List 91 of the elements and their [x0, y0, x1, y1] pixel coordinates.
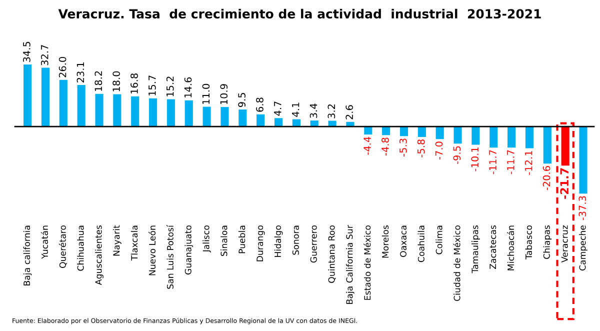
x-tick-label: Tamaulipas	[472, 225, 480, 274]
data-label: -9.5	[453, 146, 461, 164]
x-tick-label: Sonora	[292, 226, 299, 255]
data-label: 32.7	[40, 45, 48, 66]
x-tick-label: Yucatán	[40, 226, 48, 259]
bar	[202, 106, 211, 127]
bar	[166, 99, 175, 127]
x-tick-label: Chiapas	[543, 225, 552, 259]
data-label: -11.7	[507, 150, 514, 174]
data-label: 4.1	[292, 102, 300, 117]
bar	[508, 126, 516, 148]
bar	[41, 68, 50, 127]
x-tick-label: Tabasco	[525, 225, 532, 260]
data-label: 9.5	[238, 93, 246, 108]
x-tick-label: Puebla	[238, 226, 246, 254]
bar	[436, 126, 444, 140]
data-label: -20.6	[542, 166, 550, 190]
data-label: 23.1	[76, 62, 84, 82]
bar	[131, 96, 140, 127]
x-tick-label: Guerrero	[310, 225, 317, 263]
x-tick-label: Jalisco	[202, 225, 211, 253]
data-label: 16.8	[130, 74, 138, 94]
data-label: -11.7	[489, 150, 496, 174]
data-label: 2.6	[346, 105, 354, 120]
data-label: -37.3	[578, 196, 586, 220]
data-label: 3.2	[328, 104, 336, 118]
data-label: 15.7	[148, 76, 156, 96]
x-tick-label: Veracruz	[561, 225, 568, 263]
bar	[77, 85, 86, 127]
x-tick-label: San Luis Potosí	[166, 224, 174, 289]
data-label: 18.2	[94, 71, 102, 91]
bar	[561, 126, 570, 166]
x-tick-label: Zacatecas	[490, 225, 496, 269]
x-tick-label: Sinaloa	[220, 226, 228, 256]
x-tick-label: Michoacán	[507, 226, 514, 270]
data-label: 11.0	[202, 84, 210, 104]
data-label: 18.0	[112, 71, 120, 92]
data-label: 34.5	[23, 42, 30, 62]
data-label: -10.1	[471, 147, 479, 172]
x-tick-label: Querétaro	[58, 225, 67, 268]
x-tick-label: Quintana Roo	[328, 225, 336, 283]
x-tick-label: Durango	[256, 225, 265, 262]
x-tick-label: Aguscalientes	[95, 225, 104, 285]
bar	[543, 126, 552, 164]
bar	[95, 94, 104, 127]
bar	[472, 126, 480, 145]
x-tick-label: Hidalgo	[274, 225, 283, 257]
data-label: 15.2	[166, 76, 174, 96]
data-label: -5.3	[399, 138, 407, 156]
data-label: 3.4	[310, 104, 318, 118]
bar	[59, 80, 68, 127]
x-tick-label: Coahuila	[418, 226, 424, 262]
data-label: 4.7	[274, 102, 282, 116]
bar	[113, 94, 122, 127]
chart-title: Veracruz. Tasa de crecimiento de la actividad industrial 2013-2021	[58, 8, 541, 19]
bar	[454, 126, 462, 144]
bar	[220, 106, 229, 127]
x-tick-label: Chihuahua	[77, 226, 84, 271]
bar	[418, 126, 426, 137]
x-tick-label: Colima	[436, 226, 442, 254]
data-label: 6.8	[256, 98, 264, 112]
x-tick-label: Nuevo León	[148, 226, 156, 276]
data-label: -7.0	[435, 142, 443, 160]
bar	[24, 64, 32, 127]
x-tick-label: Oaxaca	[400, 226, 406, 257]
x-tick-label: Ciudad de México	[453, 225, 460, 301]
bar	[579, 126, 588, 194]
x-tick-label: Tlaxcala	[130, 226, 138, 261]
x-tick-label: Morelos	[382, 225, 389, 258]
bar	[525, 126, 534, 148]
bar	[292, 119, 300, 127]
x-tick-label: Guanajuato	[184, 225, 194, 274]
bar	[490, 126, 498, 148]
x-tick-label: Baja California Sur	[346, 225, 354, 304]
x-tick-label: Campeche	[579, 225, 588, 270]
bar	[256, 114, 265, 127]
x-tick-label: Baja california	[23, 226, 32, 286]
data-label: 14.6	[184, 77, 192, 98]
bar	[274, 118, 283, 127]
x-tick-label: Estado de México	[364, 225, 371, 300]
data-label: 26.0	[58, 56, 66, 78]
data-label: -4.8	[382, 138, 389, 156]
data-label: 10.9	[220, 84, 228, 104]
data-label: -21.7	[560, 168, 568, 199]
x-tick-label: Nayarit	[113, 225, 122, 256]
bar	[238, 109, 247, 127]
data-label: -4.4	[364, 136, 371, 155]
data-label: -5.8	[417, 140, 425, 158]
bar	[148, 98, 158, 127]
data-label: -12.1	[524, 151, 532, 175]
bar	[184, 100, 193, 127]
